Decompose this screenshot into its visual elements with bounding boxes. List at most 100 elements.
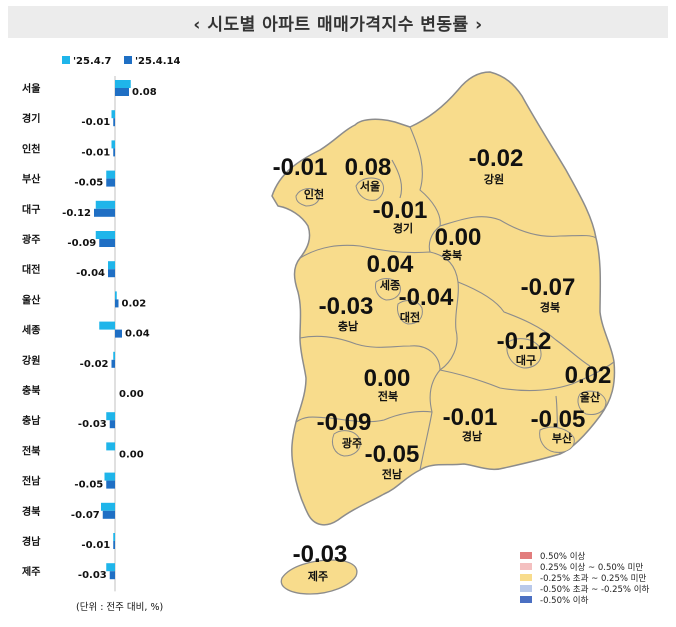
value-label-3: -0.05	[74, 178, 103, 189]
legend-label-2: -0.25% 초과 ~ 0.25% 미만	[540, 574, 646, 584]
map-region-name-11: 전북	[378, 389, 398, 403]
legend-swatch-2	[520, 574, 532, 581]
bar-curr-11	[109, 420, 115, 429]
value-label-14: -0.07	[71, 510, 100, 521]
bar-prev-0	[115, 80, 131, 88]
value-label-7: 0.02	[122, 298, 147, 309]
value-label-9: -0.02	[80, 359, 109, 370]
map-value-9: -0.12	[497, 328, 552, 355]
map-value-8: -0.07	[521, 274, 576, 301]
value-label-15: -0.01	[81, 540, 110, 551]
map-value-7: -0.03	[319, 293, 374, 320]
map-region-name-0: 서울	[360, 179, 380, 193]
bar-prev-12	[106, 442, 115, 451]
bar-prev-16	[106, 563, 115, 572]
value-label-12: 0.00	[119, 449, 144, 460]
bar-prev-6	[108, 261, 115, 270]
busan-area	[539, 426, 575, 453]
value-label-2: -0.01	[81, 147, 110, 158]
value-label-5: -0.09	[67, 238, 96, 249]
category-label-4: 대구	[22, 203, 40, 216]
map-value-10: 0.02	[565, 362, 612, 389]
bar-curr-5	[99, 239, 115, 247]
map-value-11: 0.00	[364, 365, 411, 392]
bar-curr-1	[113, 118, 115, 127]
map-value-12: -0.09	[317, 409, 372, 436]
seoul-area	[355, 177, 384, 201]
map-region-name-4: 충북	[442, 248, 462, 262]
legend-label-4: -0.50% 이하	[540, 595, 589, 606]
value-label-0: 0.08	[132, 87, 157, 98]
bar-curr-8	[115, 329, 122, 338]
map-value-16: -0.03	[293, 541, 348, 568]
map-value-14: -0.01	[443, 404, 498, 431]
bar-curr-13	[106, 480, 115, 489]
map-region-name-1: 인천	[304, 187, 324, 201]
bar-curr-7	[115, 299, 119, 308]
map-value-13: -0.05	[365, 441, 420, 468]
map-region-name-13: 전남	[382, 467, 402, 481]
value-label-4: -0.12	[62, 208, 91, 219]
gwangju-area	[331, 430, 361, 457]
bar-prev-8	[99, 321, 115, 330]
value-label-16: -0.03	[78, 570, 107, 581]
map-value-15: -0.05	[531, 406, 586, 433]
map-value-1: -0.01	[273, 154, 328, 181]
category-label-13: 전남	[22, 475, 41, 488]
bar-curr-0	[115, 88, 129, 96]
map-region-name-5: 세종	[380, 278, 400, 292]
bar-prev-13	[104, 472, 115, 481]
map-region-name-8: 경북	[540, 300, 560, 314]
korea-map: 0.08서울-0.01인천-0.01경기-0.02강원0.00충북0.04세종-…	[271, 71, 616, 595]
province-borders	[295, 126, 615, 471]
jeju-island	[280, 559, 358, 595]
map-region-name-2: 경기	[393, 221, 413, 235]
legend-swatch-3	[520, 585, 532, 592]
map-value-6: -0.04	[399, 284, 454, 311]
map-region-name-16: 제주	[308, 569, 328, 583]
chart-title: ‹ 시도별 아파트 매매가격지수 변동률 ›	[193, 14, 483, 35]
value-label-8: 0.04	[125, 329, 150, 340]
value-label-13: -0.05	[74, 480, 103, 491]
series-legend: '25.4.7 '25.4.14	[62, 56, 180, 67]
map-value-3: -0.02	[469, 145, 524, 172]
sejong-area	[375, 278, 401, 301]
map-value-4: 0.00	[435, 224, 482, 251]
ulsan-area	[577, 390, 607, 415]
bar-curr-14	[102, 510, 115, 519]
bar-prev-5	[95, 231, 115, 239]
bar-curr-3	[106, 178, 115, 187]
incheon-area	[295, 188, 320, 207]
map-labels: 0.08서울-0.01인천-0.01경기-0.02강원0.00충북0.04세종-…	[273, 145, 612, 583]
bar-prev-14	[101, 502, 115, 511]
category-label-14: 경북	[22, 505, 40, 518]
bar-curr-9	[111, 359, 115, 368]
value-label-1: -0.01	[81, 117, 110, 128]
color-legend: 0.50% 이상0.25% 이상 ~ 0.50% 미만-0.25% 초과 ~ 0…	[520, 551, 650, 606]
legend-swatch-0	[520, 552, 532, 559]
category-label-1: 경기	[22, 112, 40, 125]
unit-note: (단위 : 전주 대비, %)	[76, 601, 163, 613]
value-label-11: -0.03	[78, 419, 107, 430]
bar-prev-15	[113, 533, 115, 541]
legend-label-1: 0.25% 이상 ~ 0.50% 미만	[540, 562, 643, 573]
category-label-16: 제주	[22, 565, 40, 578]
bar-prev-7	[115, 291, 117, 300]
bar-prev-11	[106, 412, 115, 421]
bar-curr-6	[108, 269, 115, 278]
daegu-area	[506, 338, 542, 369]
map-region-name-9: 대구	[516, 353, 536, 367]
map-region-name-15: 부산	[552, 431, 572, 445]
category-label-10: 충북	[22, 384, 40, 397]
legend-label-0: 0.50% 이상	[540, 551, 586, 562]
bar-prev-4	[95, 200, 115, 209]
bar-prev-3	[106, 170, 115, 179]
map-value-5: 0.04	[367, 251, 414, 278]
map-region-name-12: 광주	[342, 437, 362, 450]
category-label-15: 경남	[22, 535, 41, 548]
bar-prev-9	[113, 351, 115, 360]
series-name-1: '25.4.14	[135, 56, 180, 67]
legend-swatch-4	[520, 596, 532, 603]
category-label-2: 인천	[22, 142, 40, 155]
